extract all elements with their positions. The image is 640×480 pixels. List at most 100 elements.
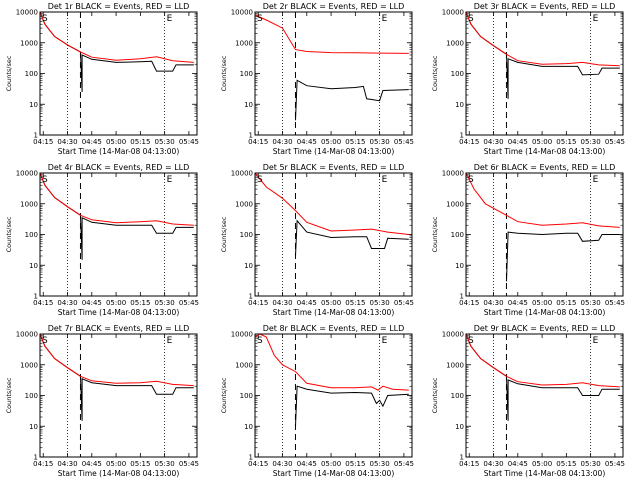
y-tick-label: 10 [455,101,464,109]
y-tick-label: 1000 [235,361,253,369]
y-tick-label: 10000 [16,331,38,339]
x-tick-label: 04:45 [508,460,528,468]
x-axis-label: Start Time (14-Mar-08 04:13:00) [273,469,395,478]
y-tick-label: 100 [25,231,38,239]
x-tick-label: 04:15 [248,460,268,468]
plot-frame [465,333,624,458]
lld-series-line [465,333,620,388]
y-tick-label: 10000 [231,331,253,339]
y-tick-label: 10 [244,262,253,270]
x-tick-label: 04:15 [459,138,479,146]
x-tick-label: 05:45 [394,299,414,307]
x-tick-label: 05:30 [581,460,601,468]
x-tick-label: 04:30 [483,138,503,146]
y-tick-label: 1 [460,454,464,462]
start-marker: S [468,14,474,24]
panel-det-8: Det 8r BLACK = Events, RED = LLD Counts/s… [220,324,414,478]
panel-det-7: Det 7r BLACK = Events, RED = LLD Counts/s… [5,324,199,478]
panel-det-2: Det 2r BLACK = Events, RED = LLD Counts/s… [220,2,414,156]
x-tick-label: 04:45 [508,299,528,307]
y-tick-label: 10 [455,262,464,270]
x-tick-label: 05:45 [179,299,199,307]
panel-title: Det 8r BLACK = Events, RED = LLD [263,324,405,333]
x-tick-label: 05:30 [155,299,175,307]
x-tick-label: 05:45 [394,460,414,468]
x-tick-label: 05:30 [581,138,601,146]
plot-frame [39,172,198,297]
y-axis-label: Counts/sec [220,216,228,252]
panel-det-5: Det 5r BLACK = Events, RED = LLD Counts/s… [220,163,414,317]
x-tick-label: 04:45 [82,460,102,468]
events-series-line [465,333,620,421]
lld-series-line [254,172,409,235]
x-axis-label: Start Time (14-Mar-08 04:13:00) [273,308,395,317]
x-axis-label: Start Time (14-Mar-08 04:13:00) [484,469,606,478]
events-series-line [465,11,620,99]
y-axis-label: Counts/sec [220,377,228,413]
x-tick-label: 04:15 [33,460,53,468]
x-tick-label: 05:45 [179,460,199,468]
x-tick-label: 05:45 [605,299,625,307]
end-marker: E [167,336,173,346]
end-marker: E [382,175,388,185]
x-tick-label: 04:15 [248,299,268,307]
y-axis-label: Counts/sec [220,55,228,91]
y-axis-label: Counts/sec [431,377,439,413]
plot-frame [254,172,413,297]
start-marker: S [468,175,474,185]
y-tick-label: 1 [249,454,253,462]
y-tick-label: 10 [244,101,253,109]
x-tick-label: 04:30 [57,460,77,468]
start-marker: S [257,336,263,346]
end-marker: E [593,175,599,185]
x-tick-label: 05:00 [532,460,552,468]
x-tick-label: 04:30 [483,299,503,307]
y-tick-label: 10 [29,101,38,109]
plot-frame [465,11,624,136]
events-series-line [39,172,194,260]
start-marker: S [468,336,474,346]
x-tick-label: 05:00 [321,299,341,307]
x-tick-label: 04:45 [508,138,528,146]
x-axis-label: Start Time (14-Mar-08 04:13:00) [484,308,606,317]
x-tick-label: 05:00 [321,460,341,468]
y-axis-label: Counts/sec [5,377,13,413]
y-tick-label: 10000 [231,9,253,17]
x-tick-label: 05:30 [155,460,175,468]
plot-frame [39,333,198,458]
lld-series-line [39,11,194,63]
panel-title: Det 3r BLACK = Events, RED = LLD [474,2,616,11]
y-tick-label: 10000 [16,9,38,17]
x-tick-label: 05:15 [130,138,150,146]
x-tick-label: 05:00 [106,138,126,146]
x-tick-label: 05:30 [370,138,390,146]
panel-det-6: Det 6r BLACK = Events, RED = LLD Counts/s… [431,163,625,317]
x-tick-label: 05:00 [532,138,552,146]
x-tick-label: 04:45 [82,299,102,307]
y-axis-label: Counts/sec [431,216,439,252]
y-tick-label: 1 [460,132,464,140]
x-tick-label: 04:15 [459,460,479,468]
x-tick-label: 04:15 [33,138,53,146]
x-tick-label: 05:45 [394,138,414,146]
y-axis-label: Counts/sec [5,216,13,252]
y-tick-label: 1000 [446,361,464,369]
plot-frame [254,11,413,136]
y-tick-label: 1 [460,293,464,301]
y-tick-label: 1000 [446,200,464,208]
y-tick-label: 1000 [235,39,253,47]
y-tick-label: 1000 [20,200,38,208]
events-series-line [39,333,194,421]
x-tick-label: 05:00 [532,299,552,307]
x-tick-label: 05:00 [106,460,126,468]
x-axis-label: Start Time (14-Mar-08 04:13:00) [273,147,395,156]
start-marker: S [257,14,263,24]
panel-title: Det 6r BLACK = Events, RED = LLD [474,163,616,172]
y-tick-label: 100 [25,392,38,400]
x-tick-label: 04:15 [33,299,53,307]
x-tick-label: 05:15 [345,138,365,146]
y-tick-label: 1000 [446,39,464,47]
events-series-line [506,231,620,282]
x-tick-label: 05:15 [130,299,150,307]
